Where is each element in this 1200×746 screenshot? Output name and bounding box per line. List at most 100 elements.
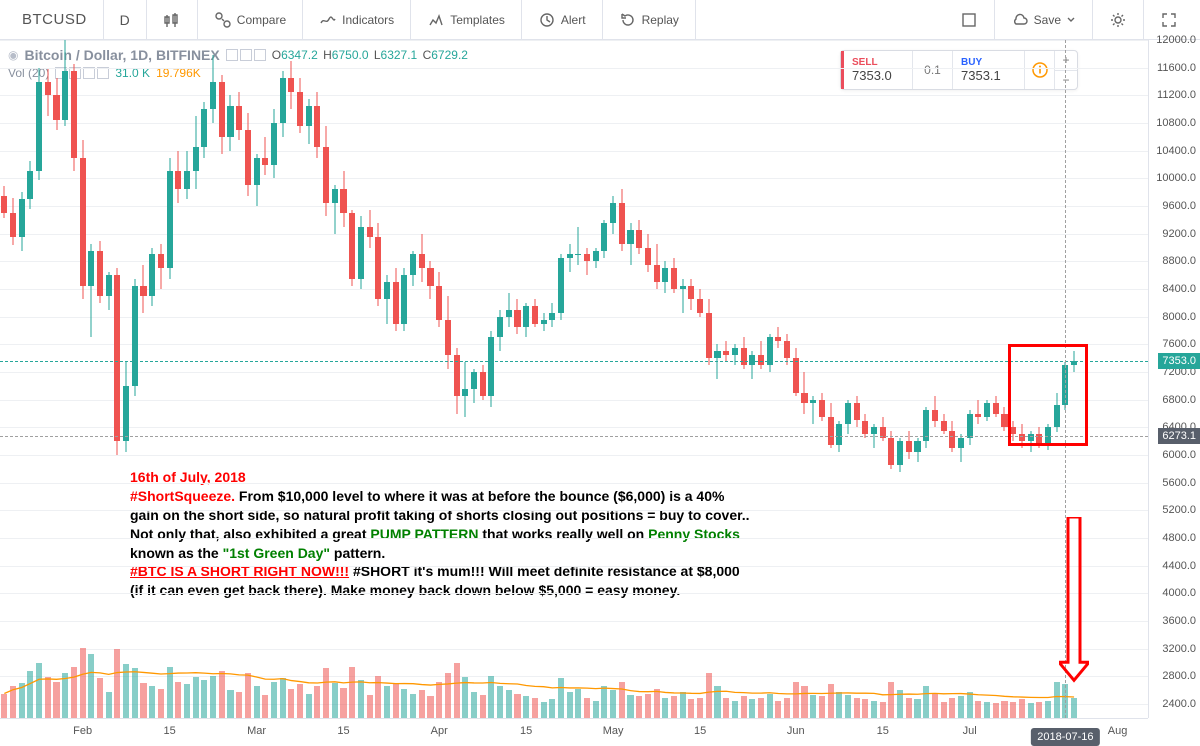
volume-bar [514,694,520,719]
volume-bar [306,694,312,719]
volume-bar [888,682,894,718]
volume-bar [10,686,16,718]
price-axis[interactable]: 2400.02800.03200.03600.04000.04400.04800… [1148,40,1200,718]
order-qty[interactable]: 0.1 [913,51,953,89]
volume-bar [601,686,607,718]
volume-bar [1010,702,1016,718]
volume-bar [314,686,320,718]
symbol-selector[interactable]: BTCUSD [16,7,93,32]
volume-bar [758,698,764,718]
replay-button[interactable]: Replay [613,7,685,33]
volume-bar [471,692,477,718]
indicators-button[interactable]: Indicators [313,7,400,33]
volume-bar [662,698,668,718]
indicators-icon [319,11,337,29]
candlestick-icon [163,11,181,29]
volume-bar [297,684,303,718]
volume-bar [723,698,729,718]
replay-label: Replay [642,13,679,27]
volume-bar [1071,698,1077,718]
price-axis-label: 10400.0 [1156,145,1196,157]
volume-bar [932,694,938,719]
volume-bar [575,689,581,718]
volume-bar [671,696,677,718]
volume-bar [532,698,538,718]
templates-label: Templates [450,13,505,27]
eye-icon[interactable]: ◉ [8,48,18,62]
price-axis-label: 5200.0 [1162,504,1196,516]
volume-bar [393,683,399,718]
time-axis-label: Feb [73,725,92,737]
buy-button[interactable]: BUY 7353.1 [953,51,1025,89]
interval-selector[interactable]: D [114,8,136,32]
select-tool-button[interactable] [954,7,984,33]
time-axis-label: 15 [694,725,706,737]
time-axis-label: 15 [163,725,175,737]
volume-bar [367,695,373,718]
volume-bar [506,690,512,718]
last-price-tag: 7353.0 [1158,353,1200,369]
volume-bar [1001,701,1007,719]
price-axis-label: 2800.0 [1162,670,1196,682]
sell-button[interactable]: SELL 7353.0 [841,51,913,89]
volume-bar [88,654,94,718]
legend-controls[interactable] [226,49,266,61]
order-ticket: SELL 7353.0 0.1 BUY 7353.1 + − [840,50,1078,90]
legend-title: Bitcoin / Dollar, 1D, BITFINEX [24,47,219,63]
price-axis-label: 4400.0 [1162,560,1196,572]
volume-bar [645,694,651,719]
time-axis-label: 15 [337,725,349,737]
save-button[interactable]: Save [1005,7,1082,33]
alert-button[interactable]: Alert [532,7,592,33]
cursor-date-tag: 2018-07-16 [1031,728,1099,746]
volume-bar [123,664,129,718]
volume-bar [697,698,703,718]
volume-bar [741,696,747,718]
chart-area: ◉ Bitcoin / Dollar, 1D, BITFINEX O6347.2… [0,40,1200,746]
volume-bar [993,703,999,718]
volume-bar [401,689,407,718]
info-icon [1031,61,1049,79]
fullscreen-button[interactable] [1154,7,1184,33]
price-axis-label: 8000.0 [1162,311,1196,323]
volume-bar [375,676,381,718]
time-axis-label: Jun [787,725,805,737]
volume-bar [358,680,364,718]
volume-bar [819,696,825,718]
volume-bar [254,686,260,718]
compare-button[interactable]: Compare [208,7,292,33]
time-axis[interactable]: Feb15Mar15Apr15May15Jun15JulAug2018-07-1… [0,718,1148,746]
volume-bar [193,677,199,718]
volume-bar [836,692,842,718]
settings-button[interactable] [1103,7,1133,33]
volume-bar [627,695,633,718]
volume-bar [167,667,173,718]
volume-bar [845,695,851,718]
volume-bar [732,701,738,719]
templates-button[interactable]: Templates [421,7,511,33]
time-axis-label: May [603,725,624,737]
alert-icon [538,11,556,29]
volume-bar [541,702,547,718]
volume-bar [775,701,781,719]
price-axis-label: 3200.0 [1162,643,1196,655]
ticket-info-button[interactable] [1025,51,1055,89]
indicators-label: Indicators [342,13,394,27]
chevron-down-icon [1066,15,1076,25]
volume-bar [610,690,616,718]
price-axis-label: 12000.0 [1156,34,1196,46]
volume-bar [210,676,216,718]
volume-bar [227,690,233,718]
time-axis-label: Jul [963,725,977,737]
compare-icon [214,11,232,29]
volume-bar [714,686,720,718]
candles-style-button[interactable] [157,7,187,33]
volume-bar [1036,702,1042,718]
volume-bar [784,698,790,718]
volume-bar [158,689,164,718]
price-plot[interactable]: ◉ Bitcoin / Dollar, 1D, BITFINEX O6347.2… [0,40,1148,718]
user-annotation-text: 16th of July, 2018#ShortSqueeze. From $1… [130,468,930,600]
volume-bar [1,694,7,719]
volume-bar [654,689,660,718]
price-axis-label: 11200.0 [1157,89,1196,101]
